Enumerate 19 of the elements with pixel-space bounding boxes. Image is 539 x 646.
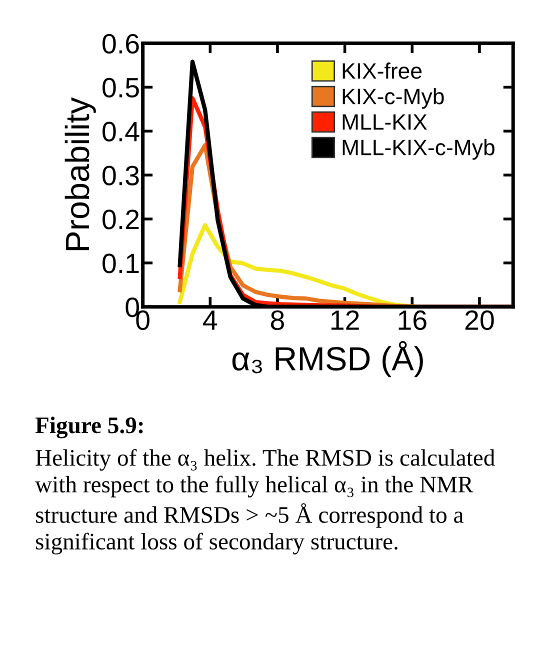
legend-label: KIX-free bbox=[342, 62, 422, 79]
x-axis-title: α₃ RMSD (Å) bbox=[232, 341, 423, 378]
legend-label: MLL-KIX bbox=[342, 114, 427, 130]
caption: Figure 5.9: bbox=[35, 416, 143, 438]
x-tick-label: 20 bbox=[465, 310, 494, 330]
y-tick-label: 0.5 bbox=[102, 78, 139, 98]
y-tick-label: 0.2 bbox=[102, 210, 139, 230]
y-axis-title: Probability bbox=[64, 97, 96, 250]
x-tick-label: 8 bbox=[270, 310, 284, 330]
text: Helicity of the α₃ helix. The RMSD is calculated with respect to the fully helical α₃ in the NMR structure and RMSDs > ~5 Å correspond to a significant loss of secondary structure. bbox=[35, 448, 495, 554]
x-tick-label: 12 bbox=[331, 310, 359, 330]
y-tick-label: 0.4 bbox=[102, 122, 140, 142]
y-tick-label: 0.3 bbox=[102, 166, 139, 186]
x-tick-label: 16 bbox=[398, 310, 426, 330]
y-tick-label: 0.6 bbox=[102, 34, 139, 54]
legend-label: KIX-c-Myb bbox=[342, 88, 444, 109]
y-tick-label: 0.1 bbox=[102, 254, 139, 274]
x-tick-label: 4 bbox=[203, 310, 218, 330]
legend-label: MLL-KIX-c-Myb bbox=[342, 139, 494, 160]
